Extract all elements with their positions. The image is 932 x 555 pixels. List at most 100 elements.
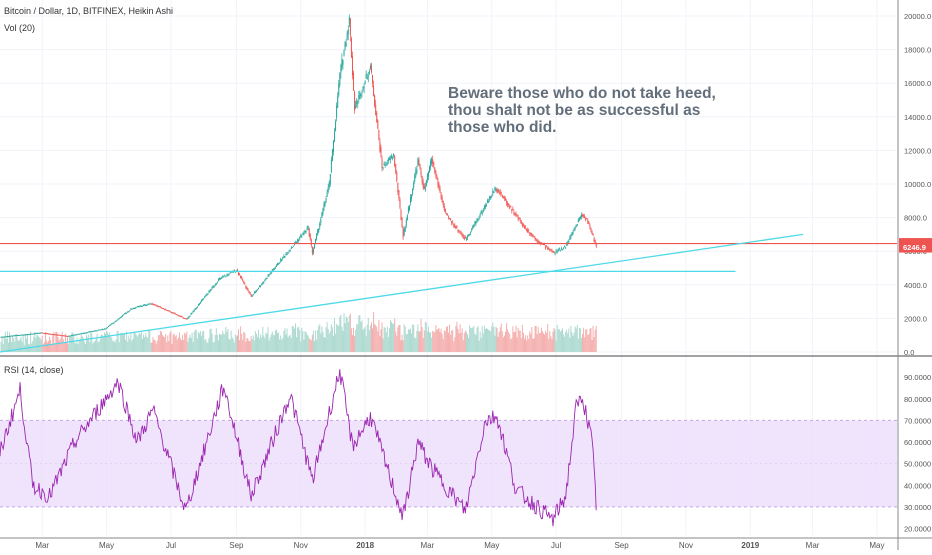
volume-bar (378, 319, 380, 352)
volume-bar (136, 336, 138, 352)
volume-bar (412, 324, 414, 352)
volume-bar (82, 338, 84, 352)
volume-bar (288, 335, 290, 352)
price-candle-body (107, 327, 109, 329)
volume-bar (533, 338, 535, 352)
price-candle-body (476, 219, 478, 222)
volume-bar (499, 327, 501, 352)
price-candle-body (580, 215, 582, 217)
price-candle-body (582, 214, 584, 217)
volume-bar (462, 339, 464, 352)
price-candle-body (273, 268, 275, 270)
price-candle-body (489, 196, 491, 200)
price-candle-body (158, 306, 160, 308)
price-badge-bg (899, 241, 932, 253)
price-candle-body (308, 228, 310, 236)
price-candle-body (365, 73, 367, 79)
price-candle-body (443, 205, 445, 210)
volume-bar (308, 338, 310, 352)
volume-bar (22, 335, 24, 352)
price-axis-tick-label: 18000.0 (904, 46, 931, 55)
price-candle-body (556, 251, 558, 253)
volume-bar (279, 339, 281, 352)
volume-bar (58, 340, 60, 352)
volume-bar (255, 333, 257, 352)
price-candle-body (182, 316, 184, 318)
volume-bar (163, 336, 165, 352)
volume-bar (396, 335, 398, 352)
volume-bar (298, 326, 300, 352)
volume-bar (7, 342, 9, 352)
price-candle-body (191, 312, 193, 314)
volume-bar (349, 313, 351, 352)
price-candle-body (488, 201, 490, 203)
price-candle-body (479, 214, 481, 217)
price-candle-body (515, 213, 517, 215)
price-candle-body (432, 159, 434, 164)
price-candle-body (14, 335, 16, 337)
price-candle-body (259, 285, 261, 288)
volume-bar (529, 331, 531, 352)
volume-bar (354, 336, 356, 352)
price-candle-body (521, 223, 523, 227)
price-candle-body (549, 249, 551, 251)
volume-bar (582, 334, 584, 352)
price-candle-body (307, 226, 309, 229)
volume-bar (210, 328, 212, 352)
price-candle-body (415, 170, 417, 177)
volume-bar (193, 332, 195, 352)
price-candle-body (427, 172, 429, 177)
price-candle-body (587, 219, 589, 224)
price-candle-body (214, 284, 216, 286)
price-candle-body (455, 226, 457, 229)
price-candle-body (487, 200, 489, 203)
volume-bar (91, 333, 93, 352)
volume-bar (549, 331, 551, 352)
volume-bar (127, 341, 129, 352)
volume-bar (369, 325, 371, 352)
volume-bar (493, 327, 495, 352)
volume-bar (244, 332, 246, 352)
volume-bar (181, 340, 183, 352)
volume-bar (30, 331, 32, 352)
volume-bar (251, 339, 253, 352)
time-axis-tick-label: Jul (166, 541, 176, 550)
price-candle-body (56, 334, 58, 336)
volume-bar (439, 332, 441, 352)
price-candle-body (339, 73, 341, 86)
volume-bar (551, 339, 553, 352)
time-axis-tick-label: May (99, 541, 114, 550)
price-candle-body (188, 316, 190, 318)
price-candle-body (281, 259, 283, 261)
price-candle-body (573, 228, 575, 232)
volume-bar (554, 329, 556, 352)
price-candle-body (436, 175, 438, 180)
volume-bar (341, 326, 343, 352)
volume-bar (539, 332, 541, 352)
price-candle-body (459, 231, 461, 234)
price-candle-body (469, 233, 471, 235)
price-candle-body (42, 332, 44, 334)
volume-bar (523, 338, 525, 352)
volume-bar (313, 341, 315, 352)
volume-bar (509, 334, 511, 352)
volume-bar (153, 339, 155, 352)
price-candle-body (1, 336, 3, 338)
rsi-axis-tick-label: 40.0000 (904, 481, 931, 490)
volume-bar (196, 338, 198, 352)
price-candle-body (50, 333, 52, 335)
volume-bar (304, 331, 306, 352)
volume-bar (587, 334, 589, 352)
volume-bar (261, 337, 263, 352)
price-candle-body (18, 334, 20, 336)
volume-bar (154, 340, 156, 352)
price-candle-body (570, 234, 572, 238)
volume-bar (65, 342, 67, 352)
price-candle-body (526, 228, 528, 231)
volume-bar (302, 331, 304, 352)
volume-bar (73, 336, 75, 352)
volume-bar (272, 334, 274, 352)
volume-bar (167, 335, 169, 352)
volume-bar (336, 323, 338, 352)
price-candle-body (169, 311, 171, 313)
